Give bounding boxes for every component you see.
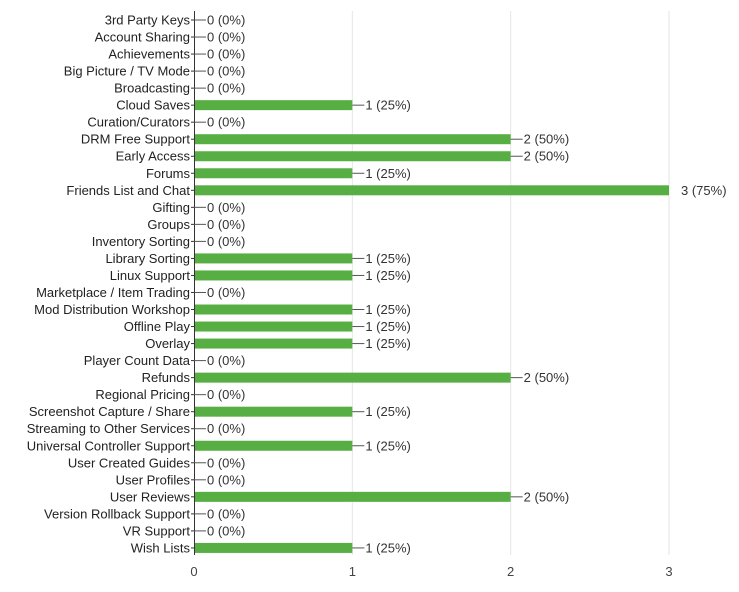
category-label: Player Count Data [84, 353, 191, 368]
bar [194, 542, 353, 553]
data-label: 0 (0%) [207, 234, 245, 249]
category-label: Version Rollback Support [44, 506, 190, 521]
data-label: 3 (75%) [681, 183, 727, 198]
category-label: DRM Free Support [81, 132, 190, 147]
bar [194, 338, 353, 349]
category-label: Wish Lists [131, 540, 191, 555]
category-label: Mod Distribution Workshop [34, 302, 190, 317]
data-label: 0 (0%) [207, 13, 245, 28]
category-label: Big Picture / TV Mode [64, 64, 190, 79]
data-label: 0 (0%) [207, 30, 245, 45]
data-label: 1 (25%) [365, 336, 411, 351]
data-label: 0 (0%) [207, 472, 245, 487]
x-tick-label: 2 [507, 564, 514, 579]
category-label: Regional Pricing [95, 387, 190, 402]
data-label: 0 (0%) [207, 81, 245, 96]
bar [194, 321, 353, 332]
data-label: 0 (0%) [207, 353, 245, 368]
bar [194, 134, 511, 145]
x-tick-label: 1 [349, 564, 356, 579]
data-label: 0 (0%) [207, 64, 245, 79]
category-label: User Profiles [116, 472, 191, 487]
data-label: 1 (25%) [365, 438, 411, 453]
category-label: Marketplace / Item Trading [36, 285, 190, 300]
bar [194, 372, 511, 383]
data-label: 0 (0%) [207, 387, 245, 402]
category-label: Groups [147, 217, 190, 232]
category-label: Linux Support [110, 268, 191, 283]
bar [194, 304, 353, 315]
category-label: User Reviews [110, 489, 191, 504]
category-label: Friends List and Chat [66, 183, 190, 198]
x-tick-label: 0 [190, 564, 197, 579]
category-label: Streaming to Other Services [27, 421, 191, 436]
data-label: 2 (50%) [524, 370, 570, 385]
data-label: 1 (25%) [365, 540, 411, 555]
data-label: 0 (0%) [207, 506, 245, 521]
category-label: User Created Guides [68, 455, 191, 470]
data-label: 0 (0%) [207, 47, 245, 62]
bar [194, 440, 353, 451]
data-label: 1 (25%) [365, 166, 411, 181]
bar [194, 491, 511, 502]
category-label: Library Sorting [105, 251, 190, 266]
gridlines [351, 11, 670, 555]
category-label: Screenshot Capture / Share [29, 404, 190, 419]
category-label: VR Support [123, 523, 191, 538]
bar [194, 270, 353, 281]
axes [191, 11, 195, 555]
data-label: 1 (25%) [365, 251, 411, 266]
category-label: Refunds [142, 370, 191, 385]
category-label: Overlay [145, 336, 190, 351]
category-label: Offline Play [124, 319, 191, 334]
category-label: 3rd Party Keys [105, 13, 191, 28]
category-label: Forums [146, 166, 191, 181]
data-label: 1 (25%) [365, 404, 411, 419]
data-label: 1 (25%) [365, 302, 411, 317]
category-label: Achievements [108, 47, 190, 62]
data-label: 0 (0%) [207, 217, 245, 232]
bar [194, 168, 353, 179]
bars [194, 100, 669, 553]
bar [194, 100, 353, 111]
data-label: 0 (0%) [207, 285, 245, 300]
labels: 0 1 2 3 3rd Party Keys 0 (0%) Account Sharing 0… [27, 13, 727, 580]
data-label: 0 (0%) [207, 523, 245, 538]
bar [194, 253, 353, 264]
category-label: Early Access [116, 149, 191, 164]
category-label: Cloud Saves [116, 98, 190, 113]
data-label: 1 (25%) [365, 98, 411, 113]
data-label: 2 (50%) [524, 489, 570, 504]
data-label: 0 (0%) [207, 115, 245, 130]
category-label: Inventory Sorting [92, 234, 190, 249]
bar [194, 185, 669, 196]
data-label: 1 (25%) [365, 268, 411, 283]
data-label: 1 (25%) [365, 319, 411, 334]
data-label: 0 (0%) [207, 421, 245, 436]
bar [194, 406, 353, 417]
category-label: Gifting [152, 200, 190, 215]
data-label: 0 (0%) [207, 455, 245, 470]
data-label: 2 (50%) [524, 132, 570, 147]
category-label: Broadcasting [114, 81, 190, 96]
x-tick-label: 3 [665, 564, 672, 579]
category-label: Curation/Curators [87, 115, 190, 130]
data-label: 0 (0%) [207, 200, 245, 215]
category-label: Account Sharing [95, 30, 190, 45]
data-label: 2 (50%) [524, 149, 570, 164]
category-label: Universal Controller Support [27, 438, 191, 453]
bar [194, 151, 511, 162]
